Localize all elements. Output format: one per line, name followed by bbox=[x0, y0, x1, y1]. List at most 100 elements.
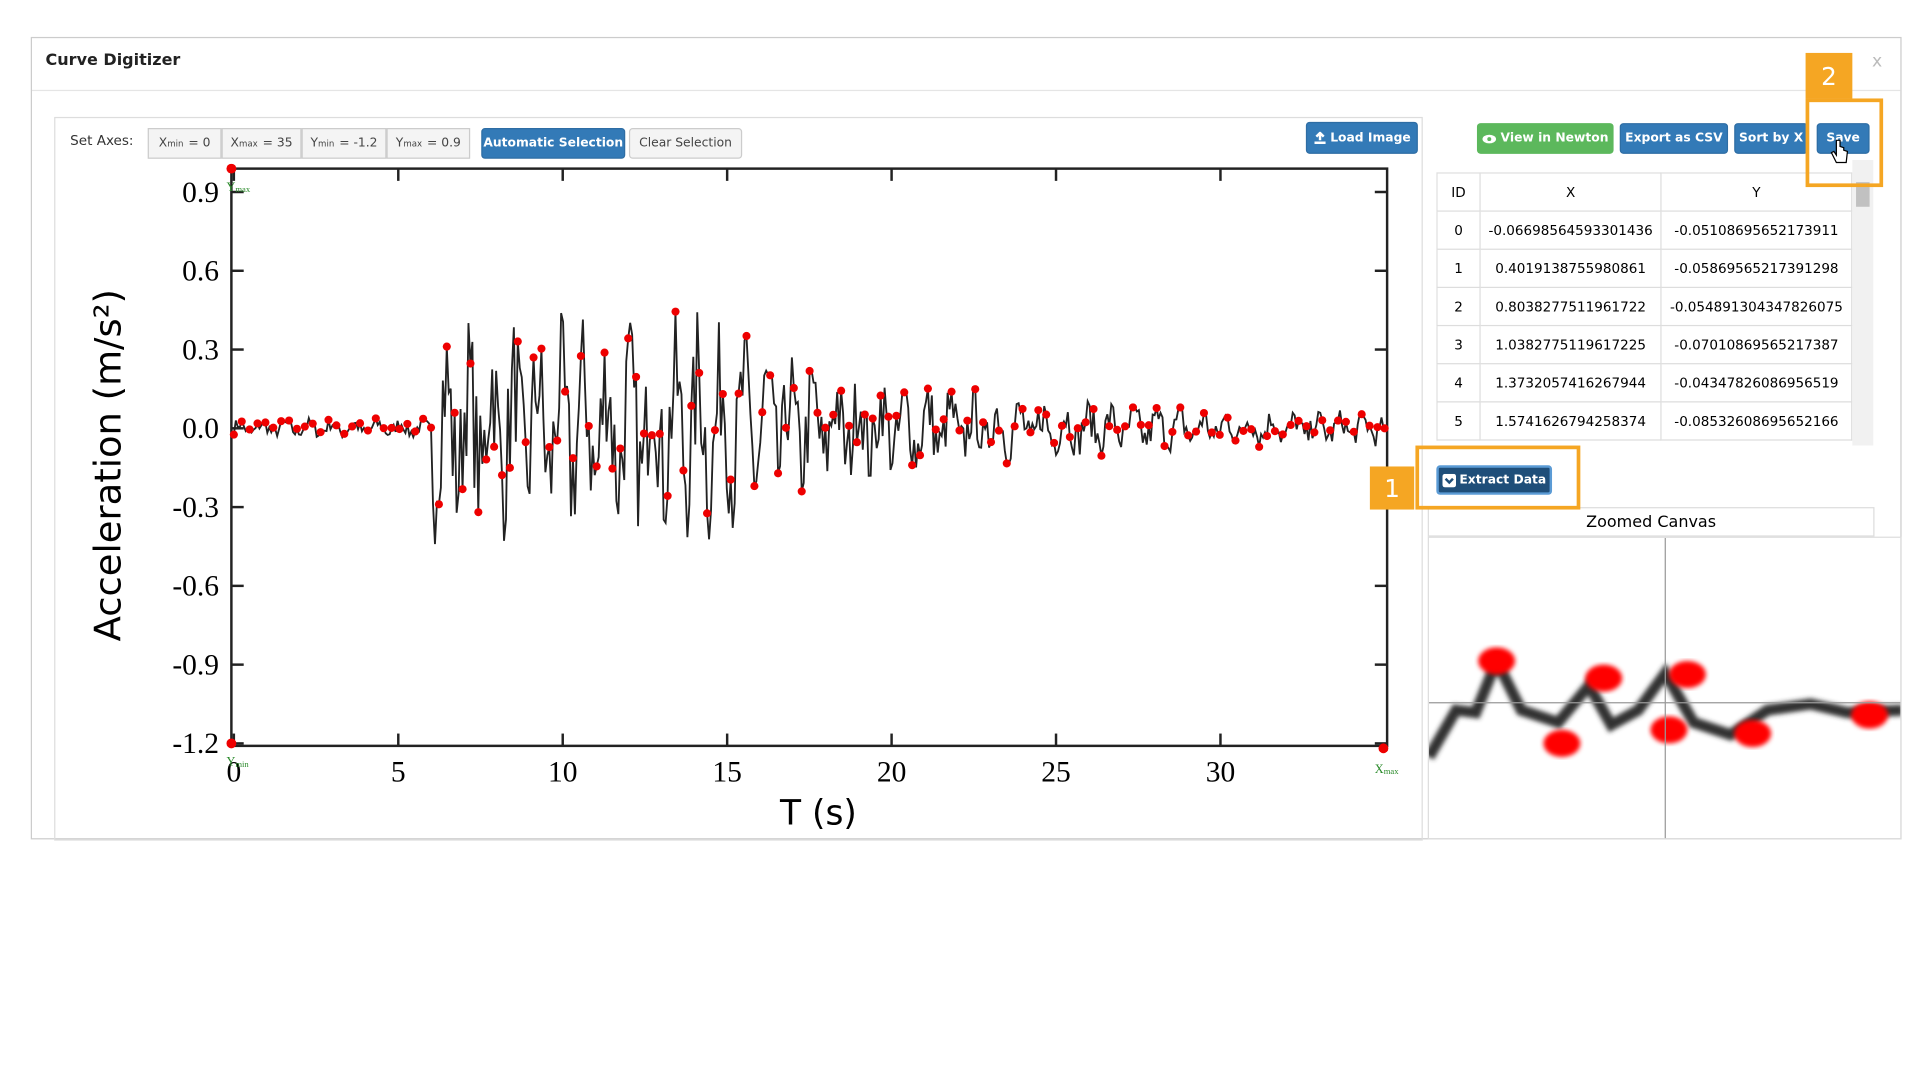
set-axes-label: Set Axes: bbox=[70, 132, 134, 149]
data-table: ID X Y 0 -0.06698564593301436 -0.051086956521… bbox=[1436, 172, 1853, 441]
digitized-point bbox=[971, 385, 980, 394]
digitized-point bbox=[1373, 423, 1382, 432]
digitized-point bbox=[300, 422, 309, 431]
digitized-point bbox=[395, 424, 404, 434]
axis-marker: Xmax bbox=[1375, 762, 1399, 776]
digitized-point bbox=[1050, 438, 1059, 447]
digitized-point bbox=[332, 421, 341, 430]
digitized-point bbox=[632, 372, 641, 381]
label: Extract Data bbox=[1459, 473, 1547, 487]
waveform bbox=[232, 311, 1386, 545]
digitized-point bbox=[1144, 421, 1153, 430]
table-cell: 1.0382775119617225 bbox=[1479, 324, 1662, 365]
axis-symbol: X bbox=[230, 136, 239, 151]
digitized-point bbox=[844, 421, 854, 430]
close-button[interactable]: x bbox=[1872, 51, 1883, 72]
digitized-point bbox=[1128, 403, 1138, 412]
digitized-point bbox=[781, 423, 791, 432]
digitized-point bbox=[1207, 428, 1216, 437]
zoomed-point bbox=[1851, 701, 1889, 729]
table-cell: -0.054891304347826075 bbox=[1660, 286, 1853, 327]
digitized-point bbox=[379, 424, 388, 433]
digitized-point bbox=[710, 426, 720, 435]
y-tick-label: 0.6 bbox=[182, 256, 219, 288]
digitized-point bbox=[742, 331, 751, 341]
save-button[interactable]: Save bbox=[1816, 123, 1870, 154]
digitized-point bbox=[419, 414, 428, 423]
table-container: ID X Y 0 -0.06698564593301436 -0.051086956521… bbox=[1436, 172, 1853, 445]
table-cell: -0.04347826086956519 bbox=[1660, 363, 1853, 403]
digitized-point bbox=[813, 408, 822, 417]
digitized-point bbox=[1168, 427, 1177, 436]
digitized-point bbox=[450, 408, 459, 417]
plot-image[interactable]: 0.9 0.6 0.3 0.0 -0.3 -0.6 -0.9 -1.20 5 10 15 20 25 30… bbox=[54, 163, 1421, 840]
newton-button[interactable]: View in Newton bbox=[1476, 123, 1614, 154]
digitized-point bbox=[1365, 421, 1374, 430]
digitized-point bbox=[915, 451, 925, 460]
clear-button[interactable]: Clear Selection bbox=[628, 128, 743, 159]
digitized-point bbox=[324, 415, 333, 424]
scroll-thumb[interactable] bbox=[1856, 182, 1870, 207]
digitized-point bbox=[529, 353, 538, 362]
x-axis-label: T (s) bbox=[779, 794, 857, 834]
table-row: 2 0.8038277511961722 -0.054891304347826075 bbox=[1436, 286, 1853, 327]
x-tick-label: 0 bbox=[226, 757, 241, 789]
marker-symbol: X bbox=[1375, 762, 1384, 776]
digitized-point bbox=[703, 509, 712, 518]
sort-button[interactable]: Sort by X bbox=[1734, 123, 1809, 154]
zoomed-point bbox=[1585, 664, 1623, 692]
auto-select-button[interactable]: Automatic Selection bbox=[481, 128, 626, 159]
digitized-point bbox=[1121, 422, 1130, 431]
x-tick-label: 25 bbox=[1041, 757, 1071, 789]
digitized-point bbox=[434, 500, 443, 509]
digitized-point bbox=[931, 425, 940, 434]
table-row: 3 1.0382775119617225 -0.07010869565217387 bbox=[1436, 324, 1853, 365]
digitized-point bbox=[1034, 406, 1043, 415]
table-cell: 2 bbox=[1436, 286, 1481, 327]
export-button[interactable]: Export as CSV bbox=[1619, 123, 1729, 154]
axis-symbol: X bbox=[158, 136, 168, 151]
digitized-point bbox=[576, 351, 585, 361]
digitized-point bbox=[592, 462, 601, 471]
marker-sub: max bbox=[235, 184, 251, 194]
digitized-point bbox=[994, 426, 1003, 435]
digitized-point bbox=[797, 487, 806, 496]
digitized-point bbox=[387, 423, 396, 432]
digitized-point bbox=[1057, 421, 1067, 430]
digitized-point bbox=[655, 429, 664, 438]
table-cell: -0.06698564593301436 bbox=[1479, 210, 1662, 250]
digitized-point bbox=[426, 423, 436, 432]
zoomed-curve bbox=[1428, 647, 1901, 760]
digitized-point bbox=[1042, 410, 1051, 419]
digitized-point bbox=[900, 388, 909, 397]
extract-button[interactable]: Extract Data bbox=[1436, 465, 1553, 495]
digitized-point bbox=[884, 412, 893, 421]
digitized-point bbox=[1239, 426, 1248, 435]
digitized-point bbox=[600, 348, 609, 357]
digitized-point bbox=[750, 482, 759, 491]
digitized-point bbox=[616, 444, 625, 453]
divider bbox=[32, 89, 1901, 92]
axis-sub: min bbox=[318, 138, 335, 149]
digitized-point bbox=[442, 342, 451, 351]
modal bbox=[30, 36, 1902, 840]
digitized-point bbox=[1326, 426, 1335, 435]
digitized-point bbox=[340, 429, 349, 438]
digitized-point bbox=[261, 418, 270, 427]
scrollbar[interactable] bbox=[1852, 160, 1874, 446]
x-tick-label: 30 bbox=[1206, 757, 1236, 789]
axis-marker: Ymin bbox=[226, 755, 249, 769]
load-image-button[interactable]: Load Image bbox=[1305, 121, 1418, 154]
digitized-point bbox=[561, 387, 570, 396]
header-cell: Y bbox=[1660, 172, 1853, 212]
y-tick-label: 0.9 bbox=[182, 177, 219, 209]
digitized-point bbox=[758, 408, 767, 417]
callout-box bbox=[1415, 445, 1581, 510]
table-row: 4 1.3732057416267944 -0.04347826086956519 bbox=[1436, 363, 1853, 403]
digitized-point bbox=[1002, 459, 1011, 468]
